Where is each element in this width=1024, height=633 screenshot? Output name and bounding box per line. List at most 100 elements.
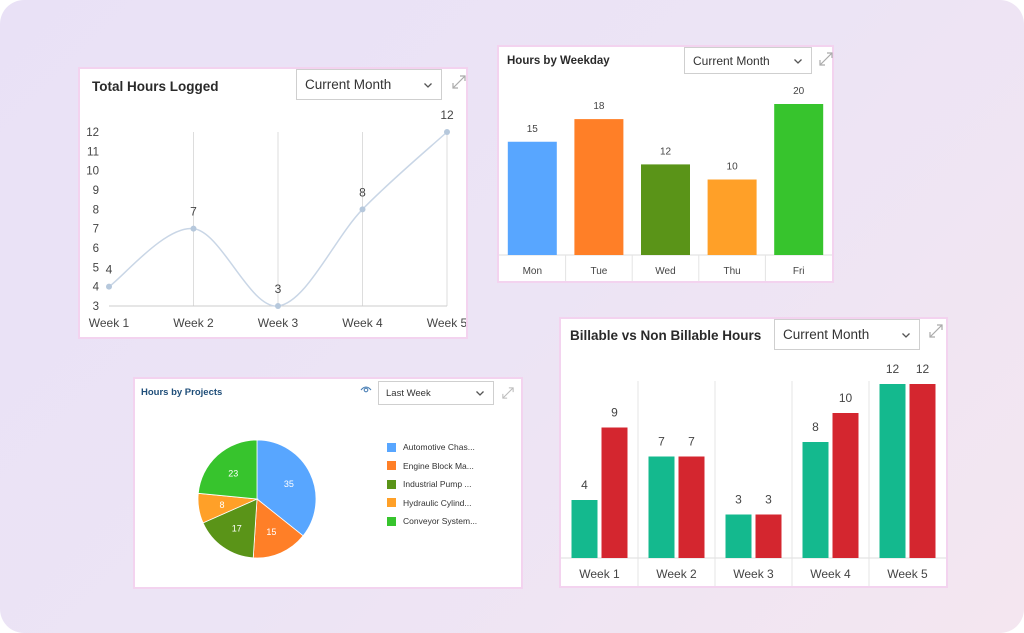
data-label: 3 — [735, 493, 742, 507]
legend-item[interactable]: Engine Block Ma... — [387, 457, 477, 476]
data-point — [359, 206, 366, 213]
data-label: 7 — [190, 205, 197, 219]
card-title: Hours by Weekday — [507, 55, 610, 67]
bar — [774, 104, 824, 255]
legend-item[interactable]: Industrial Pump ... — [387, 475, 477, 494]
x-tick-label: Week 3 — [733, 567, 774, 581]
x-tick-label: Thu — [723, 266, 740, 277]
non-billable-bar — [755, 514, 782, 558]
dropdown-value: Current Month — [783, 327, 870, 342]
billable-bar — [725, 514, 752, 558]
y-tick-label: 5 — [93, 262, 99, 274]
x-tick-label: Week 5 — [887, 567, 928, 581]
legend-swatch — [387, 442, 396, 452]
expand-icon[interactable] — [502, 387, 514, 399]
data-point — [275, 303, 281, 309]
data-label: 4 — [581, 478, 588, 492]
total-hours-card: Total Hours Logged Current Month Week 1 W… — [78, 67, 468, 339]
expand-icon[interactable] — [929, 324, 943, 338]
legend-item[interactable]: Conveyor System... — [387, 512, 477, 531]
card-title: Billable vs Non Billable Hours — [570, 328, 762, 343]
weekday-card: Hours by Weekday Current Month 15 Mon 18 Tu… — [497, 45, 834, 283]
x-tick-label: Week 4 — [810, 567, 851, 581]
data-point — [190, 225, 197, 232]
data-label: 8 — [812, 420, 819, 434]
billable-card: Billable vs Non Billable Hours Current M… — [559, 317, 948, 588]
legend-item[interactable]: Hydraulic Cylind... — [387, 494, 477, 513]
chevron-down-icon — [902, 332, 910, 338]
non-billable-bar — [678, 456, 705, 558]
bar — [507, 141, 557, 255]
data-point — [444, 129, 450, 135]
data-label: 18 — [593, 101, 605, 112]
y-tick-label: 8 — [93, 204, 99, 216]
y-tick-label: 3 — [93, 301, 99, 313]
slice-label: 17 — [232, 524, 242, 534]
slice-label: 15 — [266, 527, 276, 537]
non-billable-bar — [832, 413, 859, 558]
y-tick-label: 6 — [93, 243, 99, 255]
data-label: 12 — [916, 362, 930, 376]
slice-label: 23 — [228, 468, 238, 478]
pie-slice — [256, 439, 317, 537]
data-label: 15 — [527, 124, 539, 135]
dropdown-value: Current Month — [305, 77, 392, 92]
billable-bar — [879, 384, 906, 558]
data-label: 3 — [275, 282, 282, 296]
period-dropdown[interactable]: Current Month — [684, 47, 812, 74]
data-label: 8 — [359, 185, 366, 199]
slice-label: 35 — [284, 479, 294, 489]
legend-label: Industrial Pump ... — [403, 479, 472, 490]
x-tick-label: Tue — [590, 266, 607, 277]
chevron-down-icon — [794, 58, 802, 64]
chevron-down-icon — [476, 391, 484, 396]
x-tick-label: Mon — [523, 266, 542, 277]
card-title: Total Hours Logged — [92, 79, 219, 94]
legend-item[interactable]: Automotive Chas... — [387, 438, 477, 457]
billable-bar-chart: 4 9 Week 1 7 7 Week 2 3 3 Week 3 8 10 Week 4 12 12 Wee… — [561, 362, 946, 586]
period-dropdown[interactable]: Current Month — [774, 319, 920, 350]
projects-card: Hours by Projects Last Week 35 15 17 8 23 Au… — [133, 377, 523, 589]
data-label: 9 — [611, 406, 618, 420]
x-tick-label: Fri — [793, 266, 805, 277]
legend-swatch — [387, 516, 396, 526]
expand-icon[interactable] — [819, 52, 833, 66]
billable-bar — [802, 442, 829, 558]
x-tick-label: Week 1 — [89, 316, 130, 330]
period-dropdown[interactable]: Current Month — [296, 69, 442, 100]
data-label: 10 — [727, 162, 739, 173]
period-dropdown[interactable]: Last Week — [378, 381, 494, 405]
data-label: 12 — [660, 146, 672, 157]
legend-swatch — [387, 498, 396, 508]
legend-swatch — [387, 479, 396, 489]
data-label: 7 — [658, 435, 665, 449]
x-tick-label: Week 2 — [656, 567, 697, 581]
weekday-bar-chart: 15 Mon 18 Tue 12 Wed 10 Thu 20 Fri — [499, 86, 832, 281]
data-label: 12 — [886, 362, 900, 376]
non-billable-bar — [909, 384, 936, 558]
data-label: 10 — [839, 391, 853, 405]
bar — [707, 179, 757, 255]
legend-label: Engine Block Ma... — [403, 460, 474, 471]
legend-swatch — [387, 461, 396, 471]
x-tick-label: Wed — [655, 266, 675, 277]
data-point — [106, 283, 112, 290]
y-tick-label: 12 — [86, 127, 99, 139]
x-tick-label: Week 2 — [173, 316, 214, 330]
billable-bar — [648, 456, 675, 558]
data-label: 3 — [765, 493, 772, 507]
dropdown-value: Last Week — [386, 387, 431, 399]
x-tick-label: Week 5 — [427, 316, 466, 330]
x-tick-label: Week 1 — [579, 567, 620, 581]
data-label: 4 — [106, 263, 113, 277]
dropdown-value: Current Month — [693, 53, 770, 68]
y-tick-label: 10 — [86, 166, 99, 178]
eye-icon[interactable] — [360, 385, 372, 395]
y-tick-label: 11 — [87, 146, 99, 158]
card-title: Hours by Projects — [141, 387, 223, 398]
slice-label: 8 — [220, 500, 225, 510]
non-billable-bar — [601, 427, 628, 558]
expand-icon[interactable] — [452, 75, 466, 89]
legend-label: Automotive Chas... — [403, 442, 475, 453]
chevron-down-icon — [424, 82, 432, 88]
